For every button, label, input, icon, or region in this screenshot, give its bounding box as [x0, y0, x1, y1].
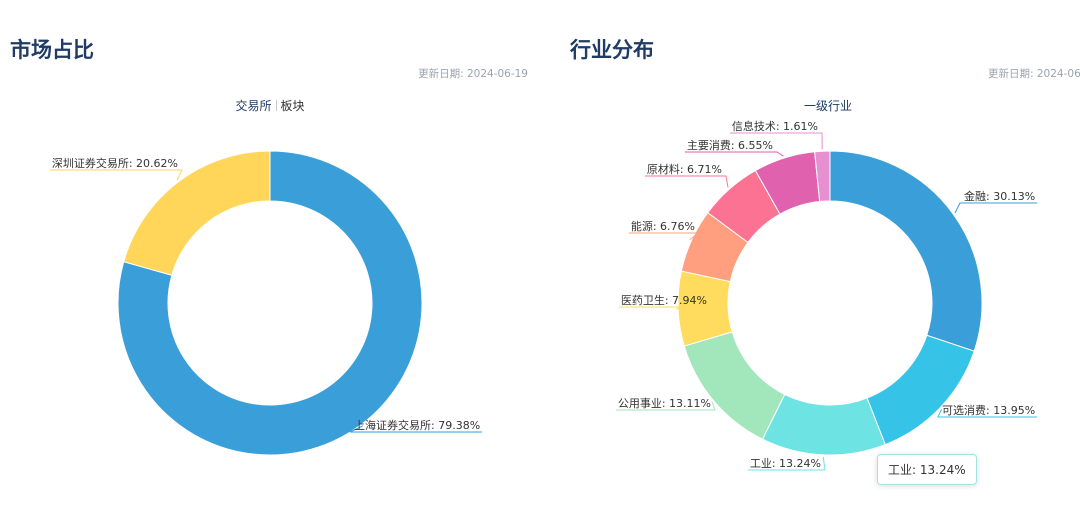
donut-slice-信息技术[interactable]	[814, 150, 831, 203]
slice-label-医药卫生: 医药卫生: 7.94%	[621, 293, 707, 307]
industry-donut-chart: 金融: 30.13% 可选消费: 13.95% 工业: 13.24% 公用事业: 13…	[615, 119, 1038, 471]
donut-slice-公用事业[interactable]	[683, 331, 786, 440]
slice-label-可选消费: 可选消费: 13.95%	[942, 403, 1035, 417]
industry-distribution-panel: 行业分布 更新日期: 2024-06-1 一级行业 金融: 30.13% 可选消费…	[540, 0, 1080, 510]
leader-line-公用事业	[615, 401, 716, 411]
slice-label-能源: 能源: 6.76%	[631, 219, 695, 233]
leader-line-工业	[747, 456, 826, 471]
leader-line-医药卫生	[618, 306, 712, 310]
donut-slice-可选消费[interactable]	[866, 334, 975, 446]
slice-label-信息技术: 信息技术: 1.61%	[732, 119, 818, 133]
leader-line-上海证券交易所	[349, 425, 483, 433]
chart-tooltip: 工业: 13.24%	[877, 454, 977, 485]
slice-label-原材料: 原材料: 6.71%	[647, 162, 722, 176]
donut-slice-工业[interactable]	[761, 393, 886, 456]
slice-label-深圳证券交易所: 深圳证券交易所: 20.62%	[52, 156, 178, 170]
market-share-tabs: 交易所 板块	[0, 97, 540, 114]
leader-line-主要消费	[684, 151, 784, 157]
industry-level-caption: 一级行业	[803, 99, 852, 113]
leader-line-金融	[954, 202, 1038, 214]
slice-label-工业: 工业: 13.24%	[750, 457, 821, 470]
leader-line-原材料	[644, 175, 729, 188]
slice-label-主要消费: 主要消费: 6.55%	[687, 138, 773, 152]
industry-distribution-title: 行业分布	[570, 38, 654, 62]
leader-line-可选消费	[937, 408, 1038, 418]
tab-exchange[interactable]: 交易所	[235, 99, 272, 113]
market-share-donut-chart: 上海证券交易所: 79.38% 深圳证券交易所: 20.62%	[49, 150, 483, 456]
donut-slice-上海证券交易所[interactable]	[117, 150, 423, 456]
tab-sector[interactable]: 板块	[280, 99, 305, 113]
tab-divider	[275, 100, 277, 111]
market-share-update-date: 更新日期: 2024-06-19	[418, 68, 528, 80]
slice-label-金融: 金融: 30.13%	[964, 189, 1035, 203]
market-share-panel: 市场占比 更新日期: 2024-06-19 交易所 板块 上海证券交易所: 79.…	[0, 38, 540, 456]
leader-line-深圳证券交易所	[49, 169, 183, 181]
leader-line-信息技术	[729, 132, 823, 150]
slice-label-公用事业: 公用事业: 13.11%	[618, 397, 711, 410]
donut-slice-深圳证券交易所[interactable]	[123, 150, 271, 276]
leader-line-能源	[628, 232, 701, 241]
slice-label-上海证券交易所: 上海证券交易所: 79.38%	[354, 418, 480, 432]
donut-slice-金融[interactable]	[829, 150, 983, 352]
market-share-title: 市场占比	[10, 38, 94, 62]
industry-update-date: 更新日期: 2024-06-1	[988, 68, 1080, 80]
